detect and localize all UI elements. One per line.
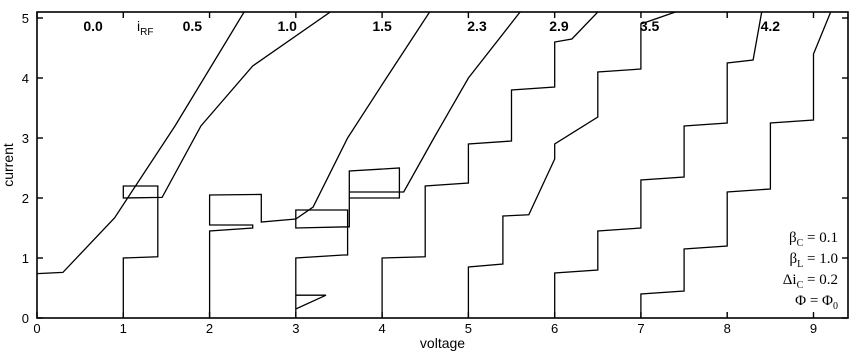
y-tick-label: 0	[22, 311, 29, 326]
x-tick-label: 6	[551, 321, 558, 336]
curve-label-7: 4.2	[761, 18, 781, 34]
y-tick-label: 3	[22, 131, 29, 146]
curve-0	[37, 12, 245, 275]
y-tick-label: 5	[22, 11, 29, 26]
x-tick-label: 8	[724, 321, 731, 336]
curve-label-6: 3.5	[640, 18, 660, 34]
y-tick-label: 4	[22, 71, 29, 86]
x-tick-label: 9	[810, 321, 817, 336]
param-line-0: βC = 0.1	[789, 230, 838, 249]
param-line-1: βL = 1.0	[790, 251, 838, 270]
parameter-box: βC = 0.1 βL = 1.0 ΔiC = 0.2 Φ = Φ0	[783, 230, 838, 312]
x-tick-label: 5	[465, 321, 472, 336]
plot-frame	[36, 11, 849, 319]
x-tick-label: 7	[637, 321, 644, 336]
curve-label-1: 0.5	[183, 18, 203, 34]
x-axis-label: voltage	[420, 335, 465, 351]
y-tick-label: 2	[22, 191, 29, 206]
param-line-3: Φ = Φ0	[795, 293, 838, 312]
y-tick-label: 1	[22, 251, 29, 266]
x-tick-label: 2	[206, 321, 213, 336]
curve-label-3: 1.5	[372, 18, 392, 34]
curve-label-0: 0.0	[83, 18, 103, 34]
curve-5	[467, 12, 676, 318]
curve-label-2: 1.0	[277, 18, 297, 34]
param-line-2: ΔiC = 0.2	[783, 272, 838, 291]
x-tick-label: 1	[120, 321, 127, 336]
x-axis: 0 1 2 3 4 5 6 7 8 9	[33, 12, 817, 336]
curve-2	[208, 12, 431, 318]
y-axis: 0 1 2 3 4 5	[22, 11, 848, 326]
legend-header: iRF	[137, 18, 153, 38]
x-tick-label: 3	[292, 321, 299, 336]
curves-layer	[37, 12, 832, 318]
curve-4	[381, 12, 599, 318]
curve-3	[295, 12, 521, 318]
curve-7	[640, 12, 832, 318]
curve-labels: 0.0 0.5 1.0 1.5 2.3 2.9 3.5 4.2	[83, 18, 780, 34]
curve-1	[122, 12, 331, 318]
x-tick-label: 4	[378, 321, 385, 336]
legend-header-main: i	[137, 18, 140, 34]
curve-label-4: 2.3	[467, 18, 487, 34]
legend-header-sub: RF	[140, 27, 153, 38]
curve-6	[554, 12, 763, 318]
y-axis-label: current	[0, 143, 16, 187]
curve-label-5: 2.9	[549, 18, 569, 34]
x-tick-label: 0	[33, 321, 40, 336]
